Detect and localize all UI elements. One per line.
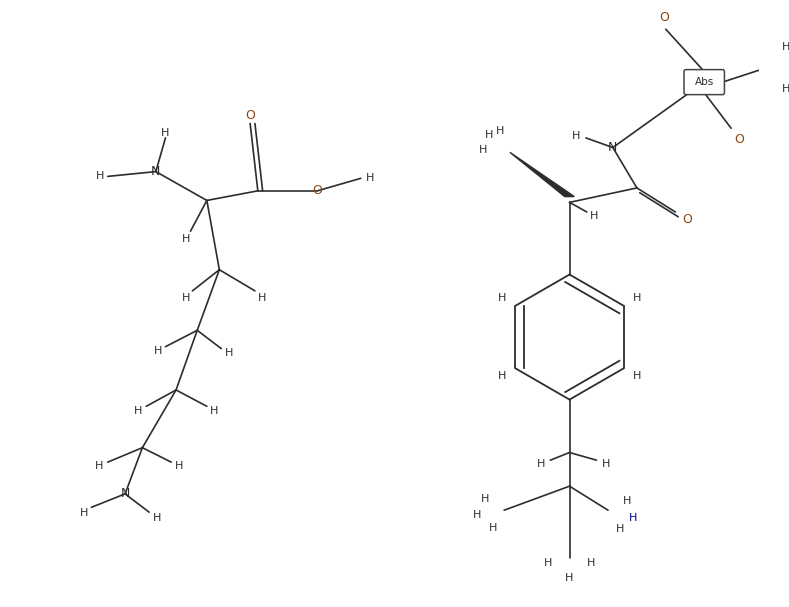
Text: H: H <box>181 234 190 244</box>
Text: H: H <box>633 371 641 381</box>
Text: H: H <box>484 130 493 140</box>
Text: H: H <box>96 171 104 181</box>
Text: H: H <box>95 461 103 471</box>
Text: H: H <box>473 510 481 520</box>
Text: H: H <box>174 461 183 471</box>
Text: N: N <box>608 141 618 154</box>
Text: H: H <box>80 508 88 518</box>
Text: H: H <box>152 513 161 523</box>
Text: H: H <box>479 146 487 155</box>
FancyBboxPatch shape <box>684 70 724 95</box>
Text: H: H <box>566 572 574 583</box>
Text: H: H <box>537 459 545 469</box>
Text: H: H <box>590 211 599 221</box>
Text: H: H <box>133 406 142 416</box>
Text: H: H <box>225 348 234 358</box>
Text: H: H <box>623 495 631 506</box>
Text: O: O <box>659 11 669 24</box>
Text: H: H <box>572 131 581 141</box>
Polygon shape <box>510 152 574 197</box>
Text: H: H <box>161 128 170 138</box>
Text: H: H <box>211 406 219 416</box>
Text: H: H <box>633 293 641 303</box>
Text: H: H <box>481 493 489 504</box>
Text: N: N <box>151 165 160 178</box>
Text: H: H <box>496 126 504 136</box>
Text: H: H <box>615 524 624 535</box>
Text: H: H <box>586 558 595 568</box>
Text: O: O <box>312 185 323 197</box>
Text: H: H <box>488 523 497 532</box>
Text: H: H <box>629 513 638 523</box>
Text: O: O <box>734 134 744 146</box>
Text: H: H <box>154 347 162 356</box>
Text: H: H <box>782 41 789 52</box>
Text: O: O <box>682 213 692 226</box>
Text: H: H <box>366 174 375 183</box>
Text: H: H <box>498 371 506 381</box>
Text: Abs: Abs <box>694 77 714 87</box>
Text: H: H <box>544 558 552 568</box>
Text: N: N <box>121 487 129 500</box>
Text: H: H <box>498 293 506 303</box>
Text: H: H <box>602 459 610 469</box>
Text: H: H <box>257 293 266 303</box>
Text: O: O <box>245 109 255 122</box>
Text: H: H <box>782 84 789 94</box>
Text: H: H <box>181 293 190 303</box>
